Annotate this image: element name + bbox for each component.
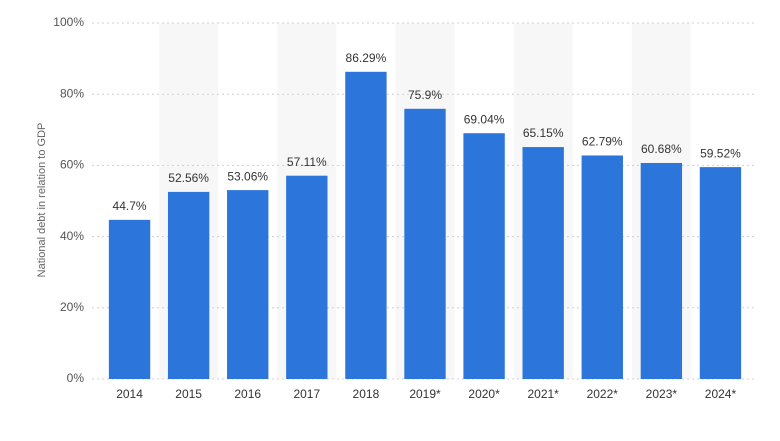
value-label: 69.04% xyxy=(464,112,505,126)
bar xyxy=(404,108,446,380)
bar xyxy=(463,133,505,379)
x-tick-label: 2016 xyxy=(234,387,261,401)
y-tick-label: 100% xyxy=(53,15,84,29)
value-label: 44.7% xyxy=(113,199,147,213)
x-tick-label: 2024* xyxy=(705,387,737,401)
x-tick-label: 2022* xyxy=(587,387,619,401)
bar xyxy=(640,162,683,379)
y-tick-label: 0% xyxy=(67,371,85,385)
value-label: 60.68% xyxy=(641,142,682,156)
x-tick-label: 2020* xyxy=(468,387,500,401)
x-tick-label: 2017 xyxy=(293,387,320,401)
y-axis-label: National debt in relation to GDP xyxy=(36,123,48,278)
value-label: 52.56% xyxy=(168,171,209,185)
x-tick-label: 2015 xyxy=(175,387,202,401)
value-label: 86.29% xyxy=(346,51,387,65)
bar xyxy=(227,190,269,379)
y-tick-label: 60% xyxy=(60,158,84,172)
value-label: 65.15% xyxy=(523,126,564,140)
value-label: 62.79% xyxy=(582,135,623,149)
x-tick-label: 2018 xyxy=(353,387,380,401)
y-tick-label: 20% xyxy=(60,300,84,314)
value-label: 53.06% xyxy=(227,169,268,183)
value-label: 59.52% xyxy=(700,146,741,160)
bar xyxy=(286,175,328,379)
bar xyxy=(522,147,564,379)
bar xyxy=(108,219,151,379)
value-label: 75.9% xyxy=(408,88,442,102)
bar xyxy=(581,155,623,379)
bar xyxy=(699,167,742,379)
x-tick-label: 2021* xyxy=(527,387,559,401)
x-tick-label: 2014 xyxy=(116,387,143,401)
bar xyxy=(345,71,387,379)
bar xyxy=(167,191,210,379)
x-tick-label: 2019* xyxy=(409,387,441,401)
x-tick-label: 2023* xyxy=(646,387,678,401)
y-tick-label: 80% xyxy=(60,86,84,100)
y-tick-label: 40% xyxy=(60,229,84,243)
value-label: 57.11% xyxy=(287,155,327,169)
